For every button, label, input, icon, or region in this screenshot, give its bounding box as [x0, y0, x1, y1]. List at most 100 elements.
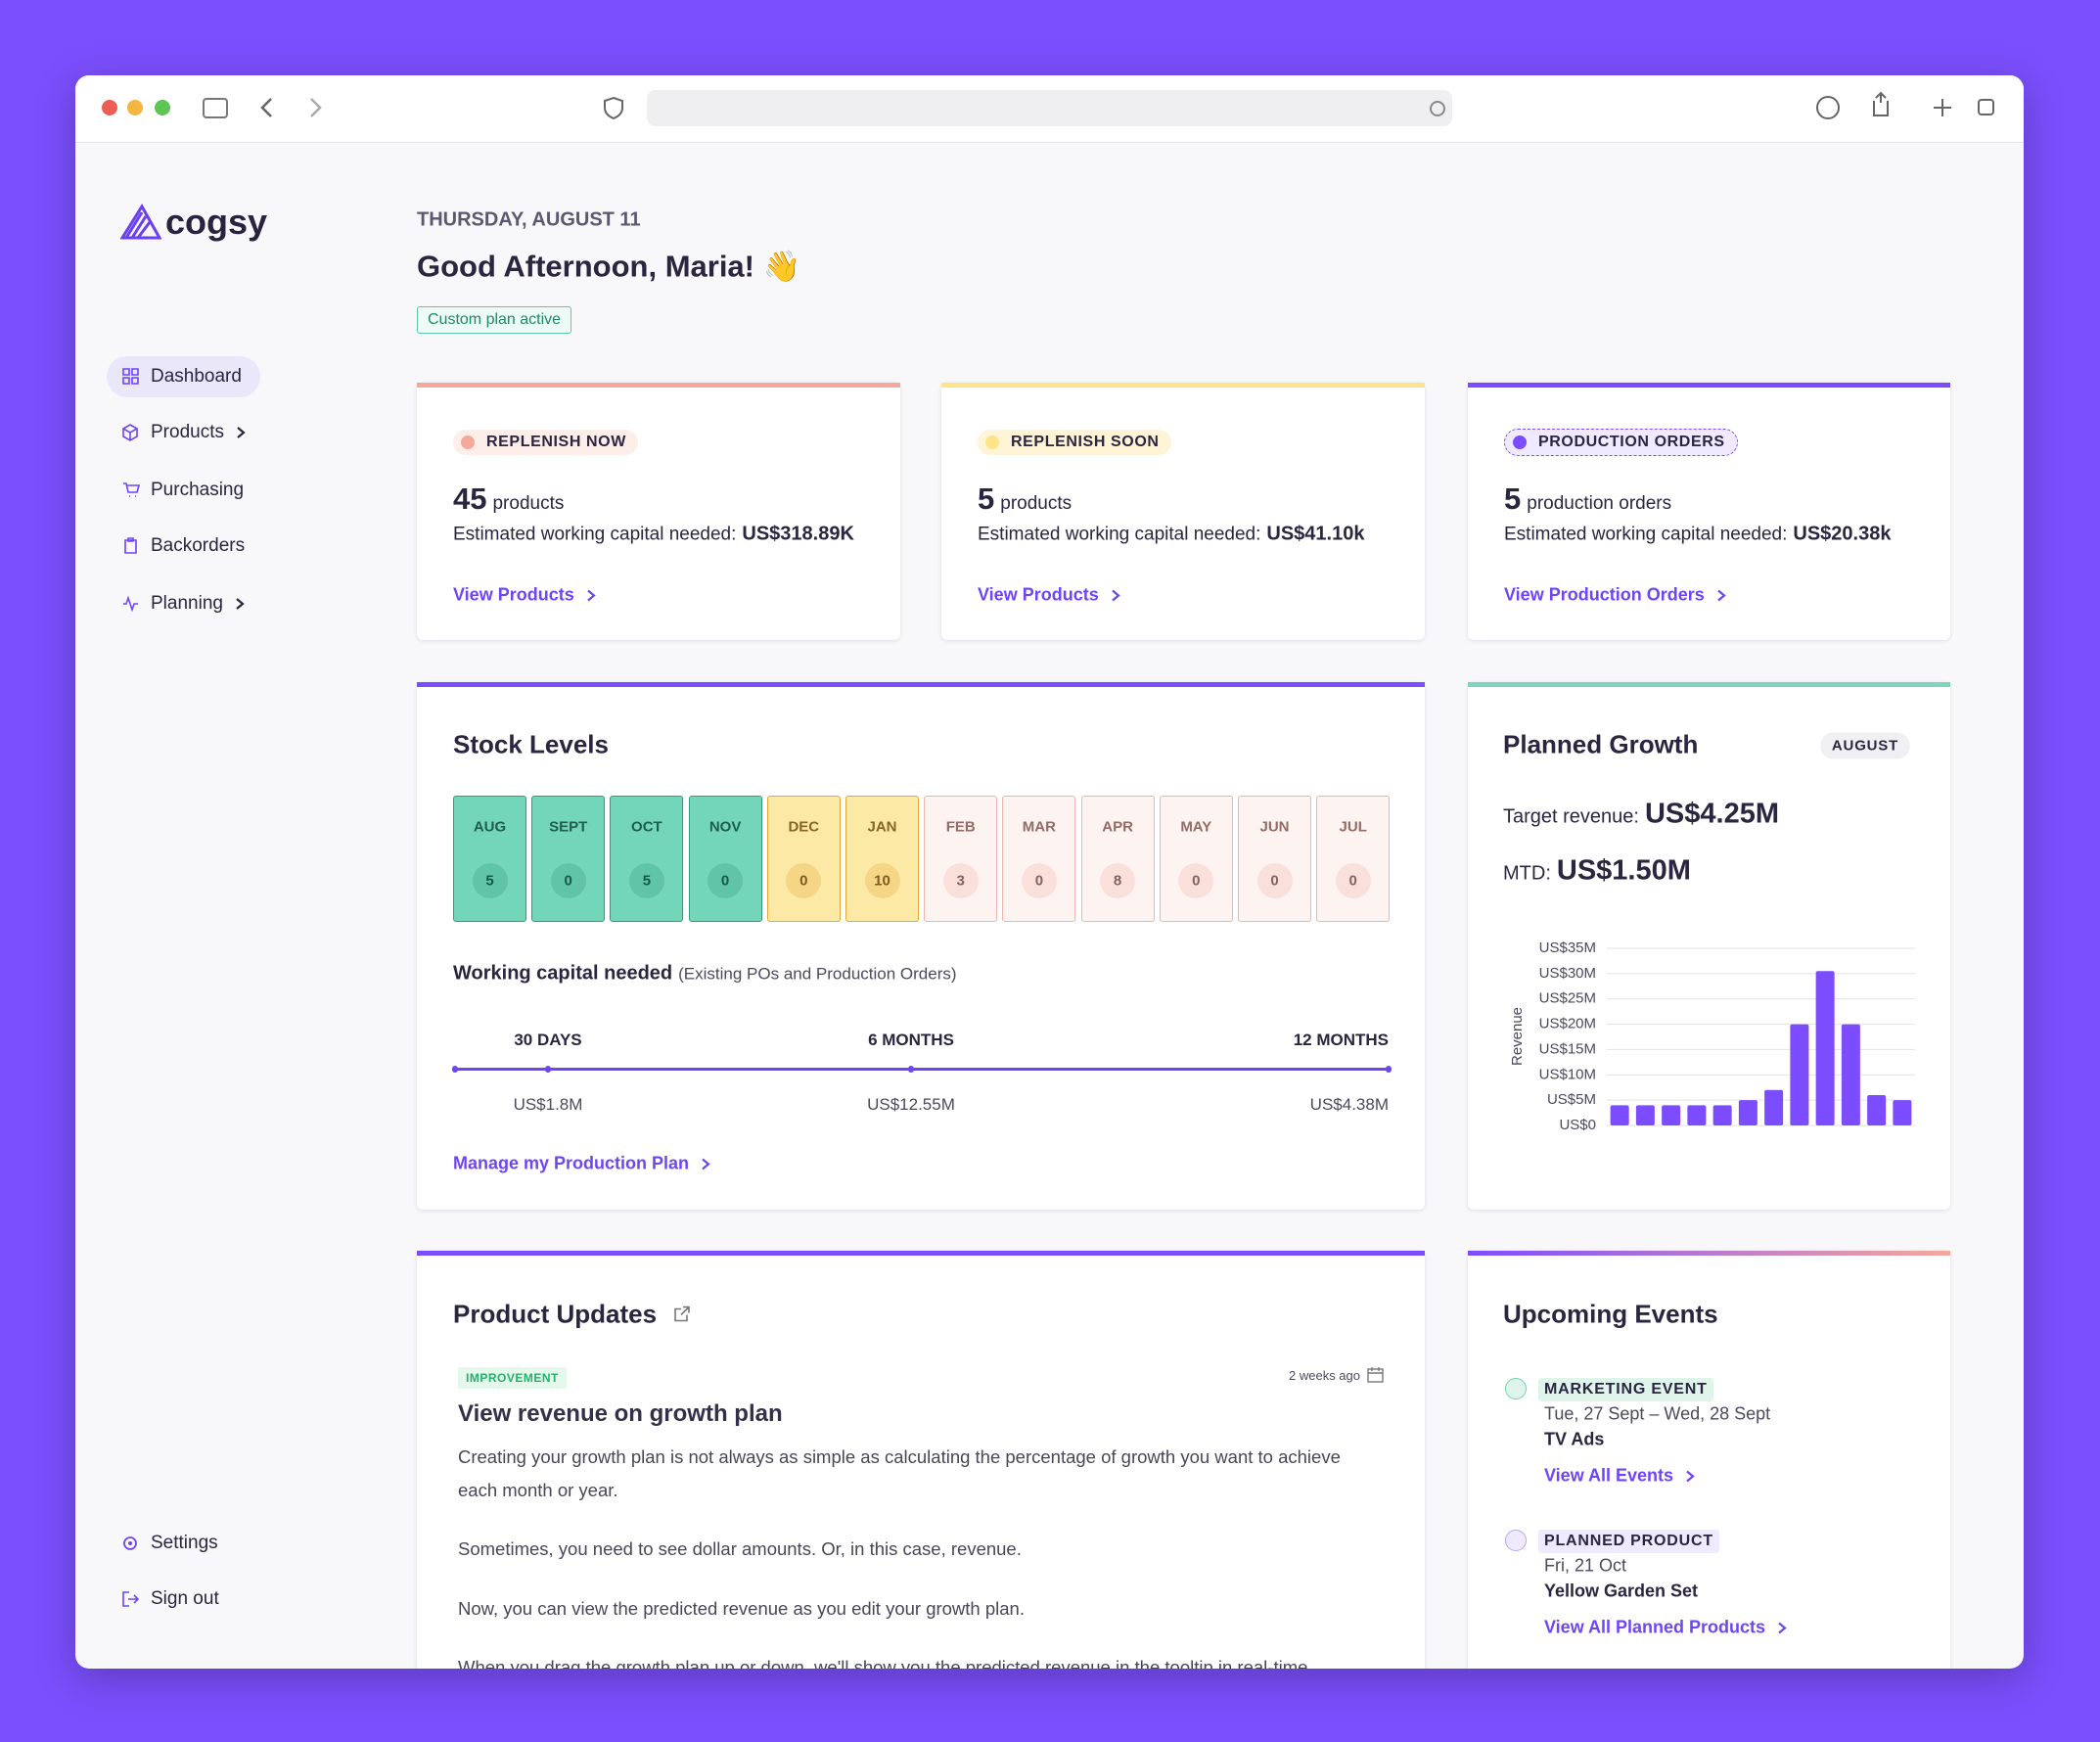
- timeline-dot: [452, 1066, 458, 1073]
- month-count: 0: [1270, 872, 1279, 890]
- calendar-icon: [1367, 1367, 1384, 1383]
- logo-mark: [120, 204, 161, 240]
- bar: [1610, 1105, 1629, 1125]
- summary-card: [941, 383, 1425, 640]
- month-box: [924, 796, 998, 922]
- link-text: View All Planned Products: [1544, 1617, 1766, 1637]
- link-text: View Products: [453, 584, 574, 605]
- chevron-icon: [1717, 589, 1726, 601]
- chevron-icon: [236, 598, 245, 610]
- y-tick-label: US$20M: [1539, 1016, 1596, 1032]
- nav-item[interactable]: Sign out: [121, 1588, 219, 1610]
- event-name: TV Ads: [1544, 1429, 1605, 1449]
- month-box: [1238, 796, 1311, 922]
- update-paragraph: Creating your growth plan is not always …: [458, 1446, 1341, 1500]
- chevron-icon: [1778, 1622, 1787, 1633]
- nav-icon: [122, 368, 139, 385]
- nav-icon: [122, 424, 138, 441]
- event-type: MARKETING EVENT: [1538, 1378, 1713, 1401]
- product-updates-card: [417, 1251, 1425, 1669]
- reload-button[interactable]: [1430, 101, 1445, 116]
- nav-label: Sign out: [151, 1588, 219, 1609]
- month-label: SEPT: [549, 818, 588, 836]
- minimize-button[interactable]: [127, 100, 143, 115]
- status-pill: REPLENISH NOW: [453, 430, 638, 455]
- bar: [1712, 1105, 1732, 1125]
- nav-item[interactable]: Dashboard: [121, 366, 242, 388]
- capital-heading: Working capital needed (Existing POs and …: [453, 963, 957, 986]
- month-count: 0: [1034, 872, 1044, 890]
- forward-button[interactable]: [310, 98, 322, 117]
- link-text: View All Events: [1544, 1465, 1674, 1486]
- nav-label: Planning: [151, 593, 223, 614]
- bar: [1893, 1100, 1912, 1125]
- month-label: APR: [1102, 818, 1133, 836]
- month-label: AUG: [473, 818, 507, 836]
- privacy-icon[interactable]: [604, 96, 623, 120]
- link[interactable]: View Production Orders: [1504, 585, 1728, 606]
- event-type: PLANNED PRODUCT: [1538, 1530, 1719, 1553]
- month-label: FEB: [945, 818, 976, 836]
- update-tag: IMPROVEMENT: [458, 1367, 567, 1389]
- status-label: PRODUCTION ORDERS: [1538, 434, 1725, 450]
- target-value: US$4.25M: [1644, 798, 1779, 830]
- nav-item[interactable]: Settings: [121, 1533, 218, 1554]
- count: 5: [978, 481, 995, 516]
- nav-icon: [123, 595, 138, 613]
- target-row: Target revenue: US$4.25M: [1503, 799, 1779, 831]
- card-title: Product Updates: [453, 1299, 658, 1329]
- share-button[interactable]: [1873, 91, 1889, 116]
- revenue-chart: US$0 US$5M US$10M US$15M US$20M US$25M US$30M U…: [1509, 940, 1915, 1133]
- count-circle: [472, 863, 508, 898]
- bar: [1635, 1105, 1655, 1125]
- new-tab-button[interactable]: [1934, 99, 1951, 116]
- mtd-value: US$1.50M: [1556, 854, 1691, 887]
- nav-item[interactable]: Products: [121, 422, 248, 443]
- status-pill: REPLENISH SOON: [978, 430, 1171, 455]
- nav-item[interactable]: Planning: [121, 593, 247, 615]
- month-count: 0: [799, 872, 808, 890]
- tabs-button[interactable]: [1978, 99, 1994, 115]
- close-button[interactable]: [102, 100, 117, 115]
- link[interactable]: View Products: [978, 585, 1122, 606]
- nav-label: Purchasing: [151, 480, 245, 500]
- count-row: 45 products: [453, 481, 564, 517]
- horizon-label: 6 MONTHS: [868, 1031, 954, 1049]
- card-title: Upcoming Events: [1503, 1299, 1718, 1329]
- chevron-icon: [1112, 589, 1120, 601]
- chevron-icon: [587, 589, 596, 601]
- link[interactable]: View Products: [453, 585, 598, 606]
- nav-icon: [122, 1591, 140, 1607]
- y-tick-label: US$25M: [1539, 990, 1596, 1007]
- capital-title: Working capital needed: [453, 962, 673, 985]
- link[interactable]: View All Planned Products: [1544, 1618, 1789, 1638]
- count: 45: [453, 481, 487, 516]
- count-circle: [864, 863, 900, 898]
- capital-value: US$20.38k: [1793, 523, 1892, 545]
- link-text: Manage my Production Plan: [453, 1153, 690, 1173]
- nav-item[interactable]: Purchasing: [121, 480, 244, 501]
- timeline-dot: [1386, 1066, 1392, 1073]
- time-text: 2 weeks ago: [1289, 1367, 1360, 1383]
- back-button[interactable]: [260, 98, 272, 117]
- summary-card: [1468, 383, 1950, 640]
- capital-row: Estimated working capital needed: US$20.3…: [1504, 524, 1891, 546]
- external-link-icon[interactable]: [672, 1306, 694, 1323]
- address-bar[interactable]: [647, 90, 1452, 126]
- timeline-dot: [545, 1066, 551, 1073]
- logo-text: cogsy: [165, 202, 268, 242]
- download-button[interactable]: [1816, 96, 1840, 119]
- status-dot: [985, 436, 999, 449]
- nav-active-bg: [107, 356, 260, 397]
- link[interactable]: View All Events: [1544, 1466, 1697, 1487]
- upcoming-events-card: [1468, 1251, 1950, 1669]
- zoom-button[interactable]: [155, 100, 170, 115]
- month-box: [610, 796, 684, 922]
- nav-item[interactable]: Backorders: [121, 535, 245, 557]
- horizon-label: 30 DAYS: [514, 1031, 582, 1049]
- link[interactable]: Manage my Production Plan: [453, 1154, 712, 1174]
- capital-row: Estimated working capital needed: US$41.1…: [978, 524, 1364, 546]
- sidebar-toggle[interactable]: [203, 98, 228, 118]
- event-icon: [1505, 1530, 1527, 1551]
- month-count: 0: [564, 872, 572, 890]
